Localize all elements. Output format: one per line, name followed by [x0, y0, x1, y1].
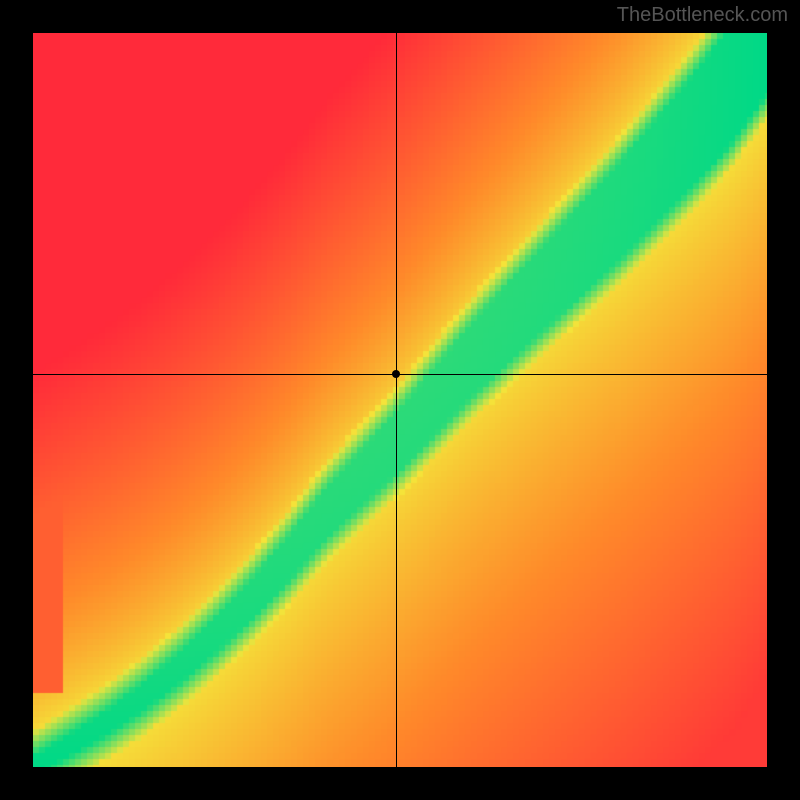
crosshair-vertical	[396, 33, 397, 767]
watermark-text: TheBottleneck.com	[617, 4, 788, 27]
chart-outer: TheBottleneck.com	[0, 0, 800, 800]
marker-point	[392, 370, 400, 378]
plot-area	[33, 33, 767, 767]
heatmap-canvas	[33, 33, 767, 767]
